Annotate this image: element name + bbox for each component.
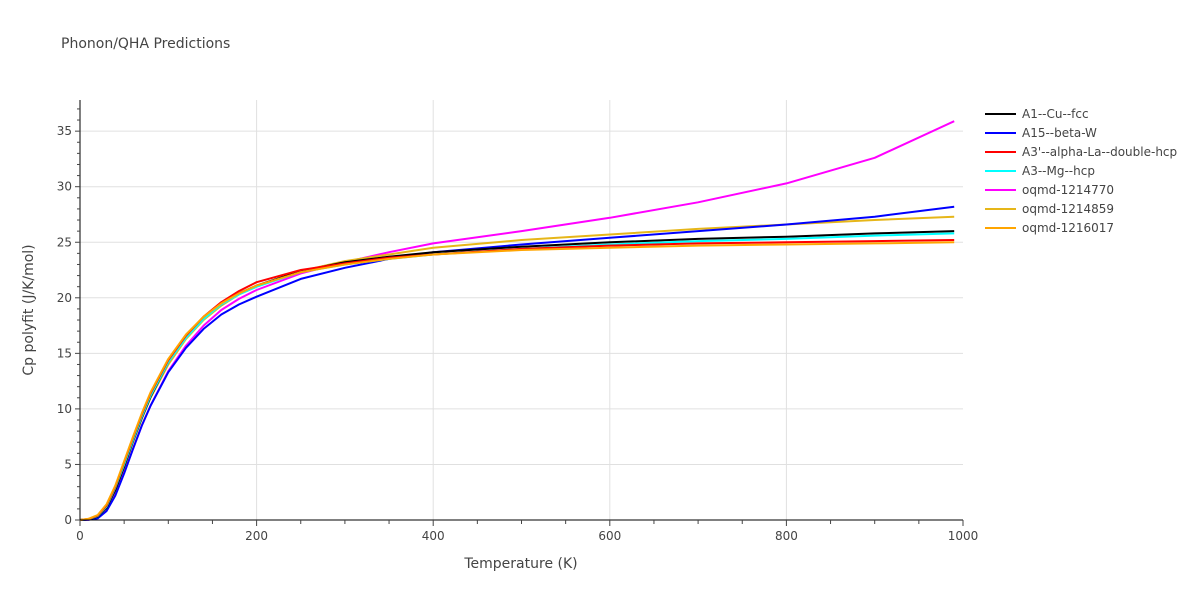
y-tick-label: 30 [57, 180, 72, 194]
legend-item[interactable]: A3'--alpha-La--double-hcp [985, 142, 1177, 161]
y-tick-label: 20 [57, 291, 72, 305]
series-lines [79, 120, 955, 521]
series-line-A15--beta-W[interactable] [79, 205, 955, 521]
series-line-A3--Mg--hcp[interactable] [79, 232, 955, 521]
gridlines [80, 100, 963, 520]
legend-item[interactable]: oqmd-1216017 [985, 218, 1177, 237]
legend-label: oqmd-1214770 [1022, 182, 1115, 197]
legend: A1--Cu--fcc A15--beta-W A3'--alpha-La--dou… [985, 104, 1177, 237]
legend-item[interactable]: A1--Cu--fcc [985, 104, 1177, 123]
series-line-oqmd-1216017[interactable] [79, 241, 955, 521]
legend-label: A1--Cu--fcc [1022, 106, 1089, 121]
series-line-A3'--alpha-La--double-hcp[interactable] [79, 239, 955, 521]
legend-item[interactable]: oqmd-1214770 [985, 180, 1177, 199]
y-tick-label: 25 [57, 235, 72, 249]
y-tick-label: 10 [57, 402, 72, 416]
legend-swatch-icon [985, 226, 1016, 229]
legend-item[interactable]: A15--beta-W [985, 123, 1177, 142]
series-line-A1--Cu--fcc[interactable] [79, 230, 955, 521]
x-tick-label: 200 [245, 529, 268, 543]
legend-label: A3--Mg--hcp [1022, 163, 1095, 178]
series-line-oqmd-1214859[interactable] [79, 215, 955, 521]
legend-swatch-icon [985, 150, 1016, 153]
legend-label: A15--beta-W [1022, 125, 1097, 140]
legend-swatch-icon [985, 188, 1016, 191]
x-tick-label: 600 [598, 529, 621, 543]
chart-title: Phonon/QHA Predictions [61, 36, 231, 52]
legend-swatch-icon [985, 112, 1016, 115]
x-tick-label: 400 [422, 529, 445, 543]
y-tick-label: 15 [57, 346, 72, 360]
legend-swatch-icon [985, 169, 1016, 172]
legend-swatch-icon [985, 207, 1016, 210]
y-tick-label: 5 [64, 457, 72, 471]
axes: 0 5 10 15 20 25 30 35 0 200 400 600 800 1000 [57, 100, 979, 543]
legend-item[interactable]: oqmd-1214859 [985, 199, 1177, 218]
x-axis-label: Temperature (K) [463, 556, 577, 572]
x-tick-label: 0 [76, 529, 84, 543]
legend-swatch-icon [985, 131, 1016, 134]
x-tick-label: 1000 [948, 529, 979, 543]
legend-label: oqmd-1216017 [1022, 220, 1115, 235]
legend-item[interactable]: A3--Mg--hcp [985, 161, 1177, 180]
legend-label: oqmd-1214859 [1022, 201, 1115, 216]
x-tick-label: 800 [775, 529, 798, 543]
y-tick-label: 35 [57, 124, 72, 138]
y-tick-label: 0 [64, 513, 72, 527]
legend-label: A3'--alpha-La--double-hcp [1022, 144, 1178, 159]
series-line-oqmd-1214770[interactable] [79, 120, 955, 521]
y-axis-label: Cp polyfit (J/K/mol) [21, 244, 37, 375]
